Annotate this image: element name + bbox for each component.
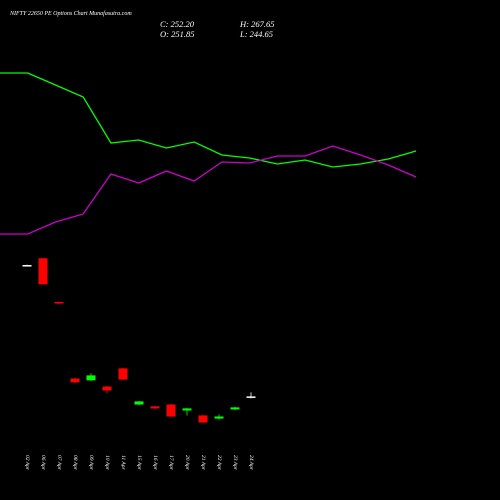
x-tick-label: 07 Apr bbox=[56, 455, 62, 471]
x-tick-label: 17 Apr bbox=[168, 455, 174, 471]
x-tick-label: 11 Apr bbox=[120, 455, 126, 470]
candle-body bbox=[166, 404, 176, 417]
candle-body bbox=[118, 368, 128, 380]
x-tick-label: 08 Apr bbox=[72, 455, 78, 471]
x-tick-label: 15 Apr bbox=[136, 455, 142, 471]
x-tick-label: 09 Apr bbox=[88, 455, 94, 471]
x-tick-label: 02 Apr bbox=[24, 455, 30, 471]
candle-body bbox=[38, 258, 48, 285]
candle-body bbox=[70, 378, 80, 383]
candle-body bbox=[102, 386, 112, 391]
x-tick-label: 24 Apr bbox=[248, 455, 255, 471]
x-tick-label: 21 Apr bbox=[200, 455, 206, 471]
high-label: H: 267.65 bbox=[239, 19, 274, 29]
candle-body bbox=[54, 301, 64, 304]
candle-body bbox=[134, 401, 144, 405]
open-label: O: 251.85 bbox=[160, 29, 194, 39]
x-tick-label: 06 Apr bbox=[40, 455, 46, 471]
candle-body bbox=[230, 407, 240, 410]
candle-body bbox=[246, 396, 256, 398]
x-tick-label: 22 Apr bbox=[216, 455, 222, 471]
low-label: L: 244.65 bbox=[239, 29, 273, 39]
x-tick-label: 10 Apr bbox=[104, 455, 110, 471]
candle-body bbox=[86, 375, 96, 381]
x-tick-label: 20 Apr bbox=[184, 455, 190, 471]
candle-body bbox=[214, 416, 224, 419]
x-tick-label: 23 Apr bbox=[232, 455, 238, 471]
x-tick-label: 16 Apr bbox=[152, 455, 158, 471]
candle-body bbox=[182, 408, 192, 411]
candle-body bbox=[22, 265, 32, 267]
close-label: C: 252.20 bbox=[160, 19, 195, 29]
candle-body bbox=[198, 415, 208, 423]
indicator-line bbox=[0, 145, 417, 235]
chart-title: NIFTY 22650 PE Options Chart Munafasutra… bbox=[9, 10, 132, 17]
candle-body bbox=[150, 406, 160, 409]
indicator-line bbox=[0, 72, 417, 168]
